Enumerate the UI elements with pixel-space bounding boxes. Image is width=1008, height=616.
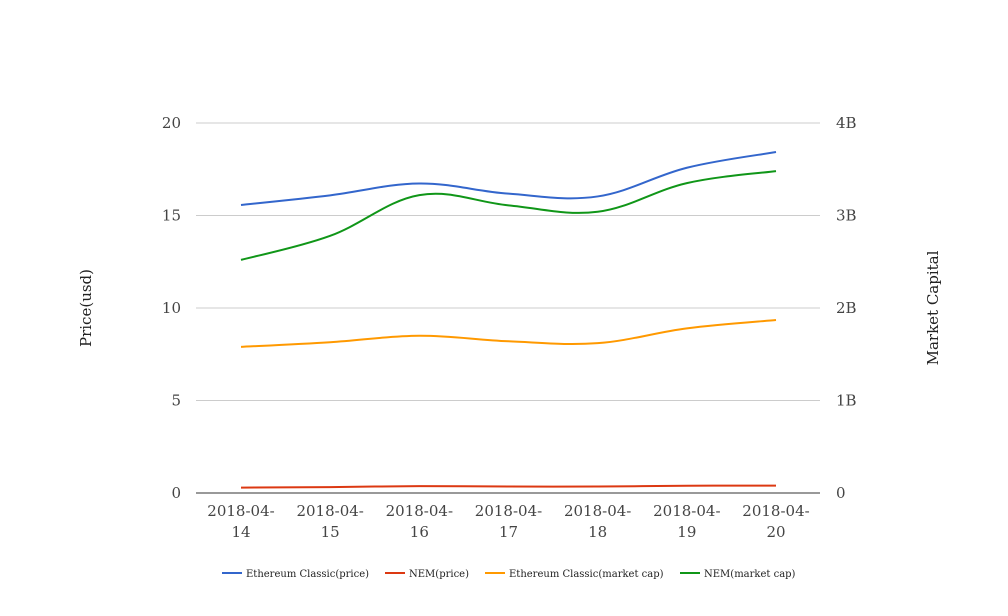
legend-label: NEM(market cap)	[704, 569, 796, 580]
left-tick-label: 0	[171, 484, 181, 502]
series-point	[416, 192, 422, 198]
left-tick-label: 20	[162, 114, 181, 132]
series-point	[773, 483, 779, 489]
series-point	[773, 317, 779, 323]
series-point	[506, 338, 512, 344]
right-tick-label: 1B	[836, 392, 857, 410]
legend-item[interactable]: NEM(price)	[385, 569, 469, 580]
right-tick-label: 0	[836, 484, 846, 502]
legend-item[interactable]: Ethereum Classic(price)	[222, 569, 369, 580]
legend: Ethereum Classic(price) NEM(price) Ethereu…	[222, 569, 796, 580]
x-tick-label: 2018-04-19	[653, 502, 720, 541]
series-line-1	[240, 484, 777, 489]
series-line-2	[240, 319, 777, 348]
series-point	[506, 202, 512, 208]
series-point	[327, 484, 333, 490]
x-axis-ticks: 2018-04-14 2018-04-15 2018-04-16 2018-04-17…	[207, 502, 809, 541]
legend-label: NEM(price)	[409, 569, 469, 580]
right-axis-ticks: 0 1B 2B 3B 4B	[836, 114, 857, 502]
x-tick-label: 2018-04-15	[296, 502, 363, 541]
left-tick-label: 15	[162, 207, 181, 225]
series-point	[595, 484, 601, 490]
series-point	[595, 193, 601, 199]
series-point	[238, 257, 244, 263]
series-point	[238, 202, 244, 208]
series-point	[327, 192, 333, 198]
legend-label: Ethereum Classic(price)	[246, 569, 369, 580]
series-point	[773, 149, 779, 155]
series-point	[684, 325, 690, 331]
series-line-3	[240, 170, 777, 261]
left-axis-ticks: 0 5 10 15 20	[162, 114, 181, 502]
left-axis-title: Price(usd)	[77, 269, 95, 347]
series-point	[595, 209, 601, 215]
gridlines	[196, 122, 820, 401]
series-point	[684, 483, 690, 489]
series-point	[416, 180, 422, 186]
series-point	[327, 233, 333, 239]
series-point	[416, 333, 422, 339]
series-point	[238, 344, 244, 350]
x-tick-label: 2018-04-16	[386, 502, 453, 541]
series-point	[684, 180, 690, 186]
x-tick-label: 2018-04-14	[207, 502, 274, 541]
x-tick-label: 2018-04-18	[564, 502, 631, 541]
left-tick-label: 5	[171, 392, 181, 410]
series-point	[327, 339, 333, 345]
series-point	[773, 168, 779, 174]
legend-item[interactable]: Ethereum Classic(market cap)	[485, 569, 664, 580]
series-point	[238, 485, 244, 491]
legend-label: Ethereum Classic(market cap)	[509, 569, 664, 580]
legend-item[interactable]: NEM(market cap)	[680, 569, 796, 580]
right-tick-label: 4B	[836, 114, 857, 132]
series-point	[416, 483, 422, 489]
series-point	[595, 340, 601, 346]
left-tick-label: 10	[162, 299, 181, 317]
series-point	[684, 165, 690, 171]
x-tick-label: 2018-04-20	[742, 502, 809, 541]
right-tick-label: 3B	[836, 207, 857, 225]
series-line-0	[240, 151, 777, 206]
x-tick-label: 2018-04-17	[475, 502, 542, 541]
series-point	[506, 484, 512, 490]
series-point	[506, 191, 512, 197]
series-lines	[238, 149, 779, 491]
right-tick-label: 2B	[836, 299, 857, 317]
right-axis-title: Market Capital	[924, 250, 942, 365]
